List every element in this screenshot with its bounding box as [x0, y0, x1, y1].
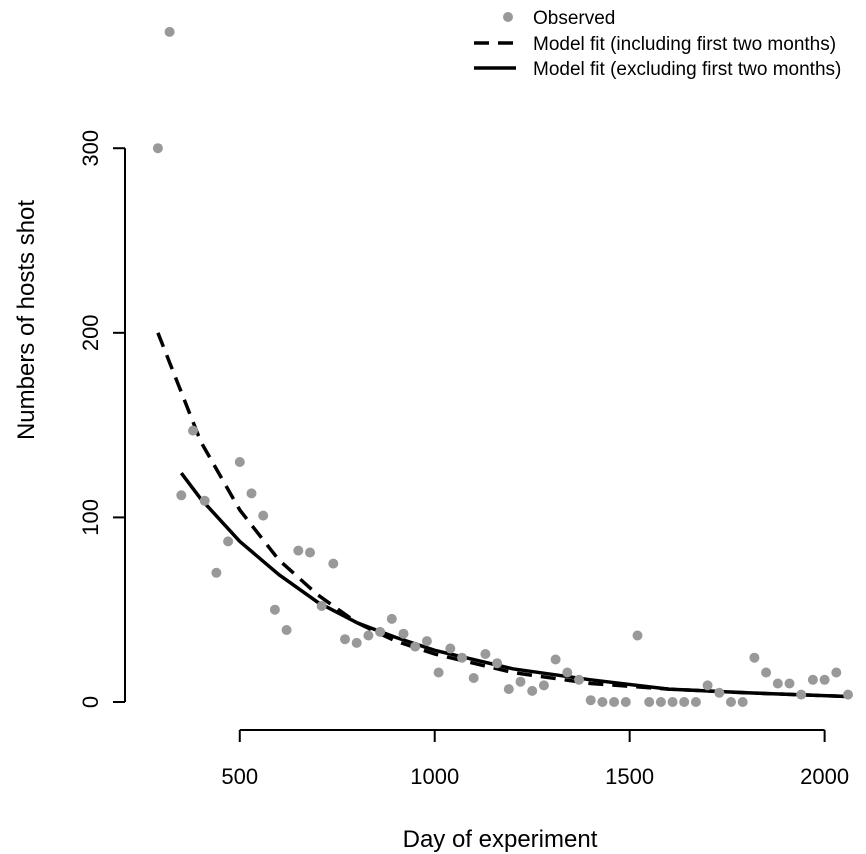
observed-point: [269, 604, 280, 615]
observed-point: [585, 695, 596, 706]
observed-point: [398, 628, 409, 639]
observed-point: [164, 26, 175, 37]
observed-point: [749, 652, 760, 663]
observed-point: [702, 680, 713, 691]
observed-point: [421, 636, 432, 647]
observed-point: [234, 457, 245, 467]
observed-point: [667, 697, 678, 707]
observed-point: [574, 674, 584, 685]
observed-point: [281, 625, 292, 635]
observed-point: [433, 667, 444, 678]
observed-point: [363, 630, 374, 641]
observed-point: [188, 425, 198, 436]
legend-label-observed: Observed: [533, 8, 615, 29]
observed-point: [538, 680, 549, 691]
observed-point: [632, 630, 643, 641]
observed-point: [492, 658, 503, 669]
legend-symbol-observed: [503, 12, 513, 22]
x-tick-label: 2000: [800, 764, 849, 789]
legend-label-including: Model fit (including first two months): [533, 34, 836, 55]
observed-point: [819, 674, 830, 685]
observed-point: [316, 601, 327, 611]
observed-point: [375, 626, 386, 637]
observed-point: [609, 697, 620, 707]
observed-point: [527, 685, 538, 696]
observed-point: [503, 684, 514, 695]
observed-point: [714, 687, 725, 698]
y-tick-label: 200: [78, 314, 103, 351]
observed-point: [152, 143, 163, 154]
observed-point: [807, 674, 818, 685]
observed-point: [620, 697, 631, 707]
observed-point: [258, 510, 269, 521]
y-tick-label: 0: [78, 696, 103, 708]
observed-point: [831, 667, 842, 678]
observed-point: [690, 697, 701, 707]
observed-point: [655, 697, 666, 707]
observed-point: [550, 654, 561, 665]
observed-point: [246, 488, 257, 499]
observed-point: [597, 697, 608, 707]
observed-point: [445, 643, 456, 654]
x-tick-label: 1000: [410, 764, 459, 789]
y-axis-title: Numbers of hosts shot: [13, 200, 40, 440]
observed-point: [457, 652, 467, 663]
observed-point: [340, 634, 350, 645]
y-ticks: 0 100 200 300: [78, 130, 125, 708]
observed-point: [480, 649, 491, 659]
observed-point: [726, 697, 736, 707]
observed-point: [515, 676, 526, 687]
observed-point: [644, 697, 655, 707]
observed-point: [796, 689, 807, 700]
x-axis-title: Day of experiment: [403, 826, 598, 853]
observed-point: [468, 673, 479, 683]
observed-point: [328, 558, 339, 569]
observed-point: [761, 667, 772, 678]
observed-point: [351, 637, 362, 648]
observed-point: [410, 641, 421, 652]
series-layer: [156, 332, 849, 699]
observed-point: [562, 667, 573, 678]
observed-point: [293, 545, 304, 556]
observed-point: [843, 689, 853, 700]
x-ticks: 500 1000 1500 2000: [221, 730, 849, 789]
observed-point: [737, 697, 748, 707]
observed-point: [679, 697, 690, 707]
legend-label-excluding: Model fit (excluding first two months): [533, 59, 841, 80]
observed-point: [386, 613, 397, 624]
axes: 500 1000 1500 2000 0 100 200 300: [78, 130, 849, 789]
x-tick-label: 1500: [605, 764, 654, 789]
observed-point: [223, 536, 234, 547]
observed-point: [784, 678, 795, 689]
observed-point: [305, 547, 315, 558]
observed-point: [772, 678, 783, 689]
fit-line-excluding: [179, 472, 849, 699]
y-tick-label: 300: [78, 130, 103, 167]
observed-point: [176, 490, 187, 501]
observed-point: [211, 567, 222, 578]
y-tick-label: 100: [78, 499, 103, 536]
points-layer: [152, 26, 853, 707]
legend: Observed Model fit (including first two …: [474, 8, 841, 80]
observed-point: [199, 495, 210, 506]
x-tick-label: 500: [221, 764, 258, 789]
